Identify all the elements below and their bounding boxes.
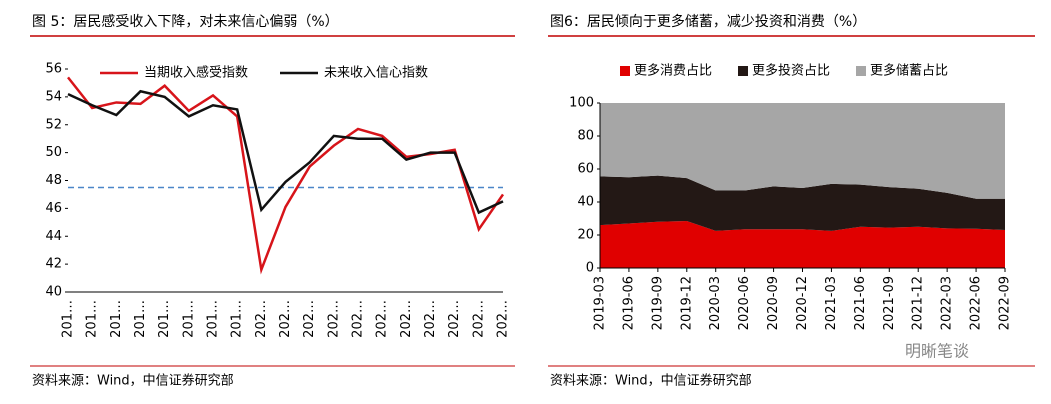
legend-swatch [620, 66, 630, 76]
y-tick-label: 20 [577, 228, 594, 243]
watermark: 明晰笔谈 [905, 342, 969, 361]
x-tick-label: 202… [471, 300, 486, 338]
legend-label: 未来收入信心指数 [324, 66, 428, 81]
x-tick-label: 201… [61, 300, 76, 338]
y-tick-label: 48 [45, 173, 62, 188]
y-tick-label: 46 [45, 201, 62, 216]
series-line [67, 76, 505, 275]
y-tick-label: 56 [45, 62, 62, 77]
legend-swatch [856, 66, 866, 76]
y-tick-label: 52 [45, 117, 62, 132]
x-tick-label: 202… [423, 300, 438, 338]
x-tick-label: 2019-12 [679, 276, 694, 330]
x-tick-label: 201… [109, 300, 124, 338]
series-area [600, 220, 1005, 268]
x-tick-label: 2019-09 [650, 276, 665, 330]
x-tick-label: 2020-12 [795, 276, 810, 330]
legend-label: 当期收入感受指数 [144, 65, 248, 81]
x-tick-label: 2020-09 [766, 276, 781, 330]
x-tick-label: 202… [254, 300, 269, 338]
y-tick-label: 44 [45, 229, 62, 244]
series-line [67, 89, 504, 215]
x-tick-label: 202… [496, 300, 511, 338]
x-tick-label: 201… [157, 300, 172, 338]
source: 资料来源：Wind，中信证券研究部 [32, 373, 234, 389]
y-tick-label: 80 [577, 129, 594, 144]
chart-title: 图 5：居民感受收入下降，对未来信心偏弱（%） [32, 13, 339, 30]
x-tick-label: 202… [302, 300, 317, 338]
x-tick-label: 202… [447, 300, 462, 338]
y-tick-label: 40 [577, 195, 594, 210]
x-tick-label: 202… [326, 300, 341, 338]
x-tick-label: 2021-06 [853, 276, 868, 330]
y-tick-label: 0 [586, 261, 594, 276]
x-tick-label: 202… [278, 300, 293, 338]
x-tick-label: 202… [351, 300, 366, 338]
y-tick-label: 60 [577, 162, 594, 177]
y-tick-label: 42 [45, 257, 62, 272]
x-tick-label: 202… [399, 300, 414, 338]
x-tick-label: 2022-03 [940, 276, 955, 330]
y-tick-label: 50 [45, 145, 62, 160]
x-tick-label: 2021-09 [882, 276, 897, 330]
legend-label: 更多储蓄占比 [870, 63, 948, 79]
x-tick-label: 201… [230, 300, 245, 338]
legend-swatch [738, 66, 748, 76]
series-area [600, 103, 1005, 199]
y-tick-label: 40 [45, 285, 62, 300]
chart-title: 图6：居民倾向于更多储蓄，减少投资和消费（%） [550, 13, 866, 30]
x-tick-label: 2020-03 [708, 276, 723, 330]
legend-label: 更多消费占比 [634, 63, 712, 79]
x-tick-label: 201… [206, 300, 221, 338]
y-tick-label: 100 [569, 96, 594, 111]
y-tick-label: 54 [45, 89, 62, 104]
x-tick-label: 2022-06 [969, 276, 984, 330]
x-tick-label: 2019-06 [621, 276, 636, 330]
x-tick-label: 2020-06 [737, 276, 752, 330]
x-tick-label: 201… [181, 300, 196, 338]
x-tick-label: 2022-09 [998, 276, 1013, 330]
x-tick-label: 201… [133, 300, 148, 338]
series-area [600, 175, 1005, 231]
x-tick-label: 201… [85, 300, 100, 338]
x-tick-label: 2019-03 [593, 276, 608, 330]
source: 资料来源：Wind，中信证券研究部 [550, 373, 752, 389]
legend-label: 更多投资占比 [752, 63, 830, 79]
x-tick-label: 202… [375, 300, 390, 338]
x-tick-label: 2021-12 [911, 276, 926, 330]
x-tick-label: 2021-03 [824, 276, 839, 330]
